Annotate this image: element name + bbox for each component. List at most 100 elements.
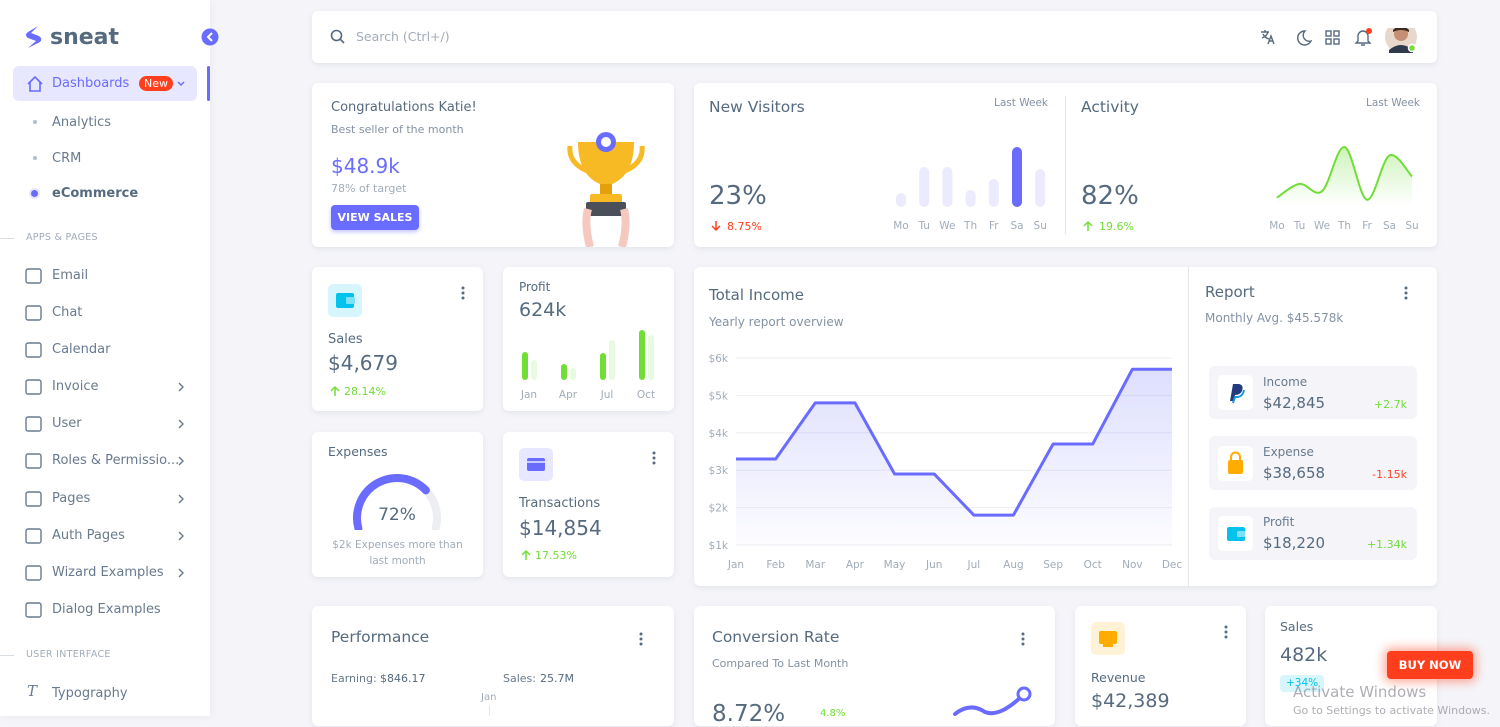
menu-item[interactable]: Pages <box>52 491 91 506</box>
x-tick-label: Th <box>963 220 977 232</box>
logo-icon <box>26 26 42 48</box>
section-title: USER INTERFACE <box>26 649 111 660</box>
report-label: Expense <box>1263 445 1314 459</box>
report-label: Profit <box>1263 515 1295 529</box>
menu-item[interactable]: Invoice <box>52 379 99 394</box>
translate-icon[interactable] <box>1261 30 1275 45</box>
profit-card <box>503 267 674 411</box>
period: Last Week <box>1366 97 1420 109</box>
dot <box>33 156 37 160</box>
more-menu[interactable] <box>638 631 644 647</box>
expenses-gauge: 72% <box>353 474 441 530</box>
menu-item[interactable]: Calendar <box>52 342 111 357</box>
card-subtitle: Monthly Avg. $45.578k <box>1205 311 1344 325</box>
menu-item[interactable]: Dashboards <box>52 76 130 91</box>
card-change: 19.6% <box>1099 220 1134 233</box>
menu-item[interactable]: Chat <box>52 305 83 320</box>
menu-item[interactable]: Typography <box>52 686 128 701</box>
menu-item[interactable]: Wizard Examples <box>52 565 164 580</box>
x-tick-label: Jun <box>925 559 942 571</box>
x-tick-label: Su <box>1034 220 1047 232</box>
x-tick-label: May <box>884 559 906 571</box>
card-icon <box>519 448 553 481</box>
y-tick-label: $2k <box>709 503 729 515</box>
x-tick-label: Dec <box>1162 559 1183 571</box>
more-menu[interactable] <box>1223 624 1229 640</box>
card-change: 28.14% <box>344 385 386 398</box>
arrow-up <box>521 549 531 560</box>
x-tick-label: Sa <box>1383 220 1396 232</box>
card-note: $2k Expenses more than last month <box>332 539 463 567</box>
notification-icon[interactable] <box>1354 28 1372 46</box>
menu-item[interactable]: CRM <box>52 151 82 166</box>
y-tick-label: $5k <box>709 390 729 402</box>
divider <box>0 655 14 656</box>
search-input[interactable]: Search (Ctrl+/) <box>356 29 450 44</box>
collapse-button[interactable] <box>201 28 219 46</box>
gauge-label: 72% <box>378 505 416 525</box>
menu-item[interactable]: Analytics <box>52 115 112 130</box>
menu-item[interactable]: User <box>52 416 82 431</box>
card-title: Sales <box>328 332 363 347</box>
card-title: Performance <box>331 628 430 646</box>
card-value: $48.9k <box>331 154 400 178</box>
home-icon <box>27 75 43 92</box>
menu-item[interactable]: Auth Pages <box>52 528 125 543</box>
more-menu[interactable] <box>460 285 466 301</box>
stat-label: Sales: <box>503 672 536 685</box>
card-value: 482k <box>1280 644 1328 666</box>
active-indicator <box>207 66 210 101</box>
x-tick-label: Oct <box>1084 559 1102 571</box>
line <box>736 367 1172 517</box>
x-tick-label: Apr <box>846 559 865 571</box>
x-tick-label: Fr <box>989 220 999 232</box>
arrow-up <box>330 385 340 396</box>
x-tick-label: Tu <box>917 220 929 232</box>
logo-text: sneat <box>50 25 120 50</box>
more-menu[interactable] <box>1403 285 1409 301</box>
arrow-down <box>711 221 721 232</box>
more-menu[interactable] <box>1020 631 1026 647</box>
menu-item[interactable]: Dialog Examples <box>52 602 161 617</box>
x-tick-label: Feb <box>766 559 785 571</box>
stat-label: Earning: <box>331 672 377 685</box>
bar <box>522 352 528 380</box>
x-tick-label: Mo <box>893 220 908 232</box>
card-subtitle: Compared To Last Month <box>712 657 849 670</box>
card-icon <box>1091 622 1125 655</box>
card-value: 624k <box>519 299 567 321</box>
x-tick-label: Fr <box>1362 220 1372 232</box>
more-menu[interactable] <box>651 450 657 466</box>
buy-now-button[interactable]: BUY NOW <box>1387 651 1473 679</box>
wallet-icon <box>328 284 362 317</box>
chart-title: Total Income <box>709 286 804 304</box>
badge: New <box>139 76 173 91</box>
conversion-sparkline <box>953 686 1032 716</box>
badge: +34% <box>1280 675 1325 692</box>
paypal-icon <box>1218 375 1253 410</box>
arrow-up <box>1083 220 1093 231</box>
stat-value: 25.7M <box>540 672 574 685</box>
view-sales-button[interactable]: VIEW SALES <box>331 205 419 230</box>
bar <box>609 340 615 380</box>
period: Last Week <box>994 97 1048 109</box>
expenses-card <box>312 432 483 577</box>
x-tick-label: Jul <box>966 559 980 571</box>
card-value: 8.72% <box>712 701 786 727</box>
theme-icon[interactable] <box>1297 30 1313 46</box>
dot <box>31 190 38 197</box>
y-tick-label: $4k <box>709 428 729 440</box>
dot <box>33 120 37 124</box>
menu-item[interactable]: eCommerce <box>52 186 139 201</box>
line-area <box>736 369 1172 545</box>
avatar[interactable] <box>1385 28 1417 53</box>
report-value: $18,220 <box>1263 534 1326 552</box>
radar-label: Jan <box>481 692 497 703</box>
y-tick-label: $3k <box>709 465 729 477</box>
card-change: 4.8% <box>820 708 846 719</box>
menu-item[interactable]: Roles & Permissio... <box>52 453 180 468</box>
card-title: Congratulations Katie! <box>331 100 477 115</box>
menu-item[interactable]: Email <box>52 268 89 283</box>
apps-icon[interactable] <box>1325 30 1340 45</box>
card-value: $14,854 <box>519 516 602 540</box>
